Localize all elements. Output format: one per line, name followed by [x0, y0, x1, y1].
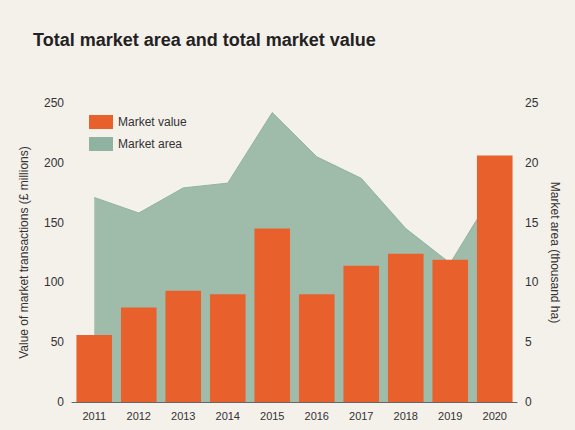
svg-text:Market area (thousand ha): Market area (thousand ha)	[548, 182, 562, 323]
svg-text:10: 10	[525, 275, 539, 289]
svg-text:Market value: Market value	[118, 115, 187, 129]
svg-text:2014: 2014	[216, 410, 240, 422]
svg-text:100: 100	[44, 275, 64, 289]
svg-text:Market area: Market area	[118, 137, 182, 151]
svg-text:Total market area and total ma: Total market area and total market value	[33, 30, 376, 50]
svg-text:200: 200	[44, 156, 64, 170]
svg-text:2019: 2019	[438, 410, 462, 422]
svg-text:20: 20	[525, 156, 539, 170]
svg-text:Value of market transactions (: Value of market transactions (£ millions…	[17, 146, 31, 359]
svg-text:2013: 2013	[171, 410, 195, 422]
svg-text:2016: 2016	[305, 410, 329, 422]
svg-text:2017: 2017	[349, 410, 373, 422]
svg-text:2015: 2015	[260, 410, 284, 422]
svg-text:250: 250	[44, 96, 64, 110]
svg-text:2011: 2011	[82, 410, 106, 422]
svg-text:25: 25	[525, 96, 539, 110]
svg-text:2012: 2012	[127, 410, 151, 422]
svg-text:5: 5	[525, 335, 532, 349]
svg-text:50: 50	[51, 335, 65, 349]
svg-text:0: 0	[525, 395, 532, 409]
svg-text:150: 150	[44, 216, 64, 230]
svg-text:2018: 2018	[394, 410, 418, 422]
svg-text:15: 15	[525, 216, 539, 230]
svg-text:0: 0	[57, 395, 64, 409]
svg-text:2020: 2020	[483, 410, 507, 422]
